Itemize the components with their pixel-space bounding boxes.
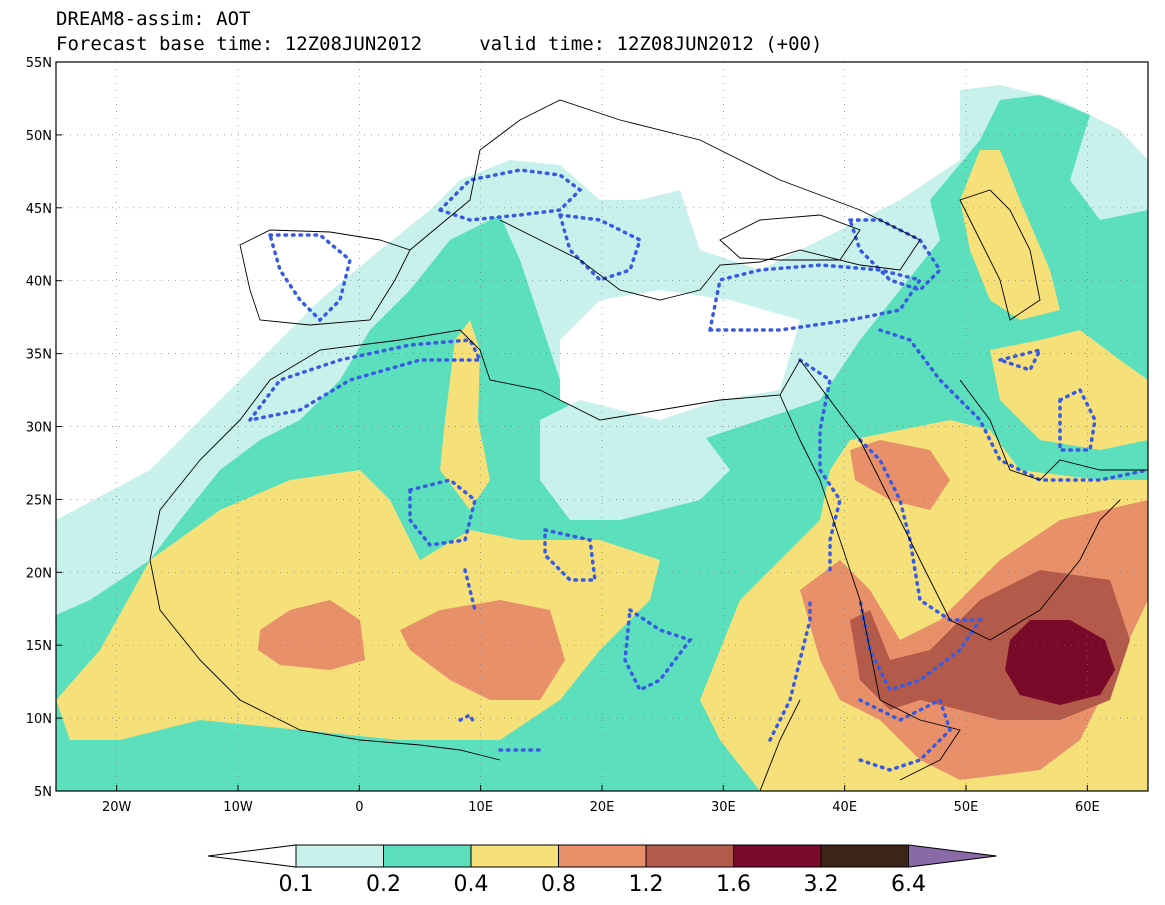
- colorbar-level-label: 0.1: [279, 872, 314, 897]
- coastline-black-sea: [719, 214, 861, 261]
- coastline-iberia: [239, 229, 411, 326]
- coastline-arabia: [799, 359, 1121, 641]
- lat-tick-label: 45N: [26, 202, 52, 217]
- latitude-labels: 55N 50N 45N 40N 35N 30N 25N 20N 15N 10N 5N: [26, 56, 62, 800]
- colorbar-level-label: 0.4: [454, 872, 489, 897]
- colorbar-underflow-triangle: [207, 844, 297, 868]
- colorbar-segment: [383, 844, 472, 868]
- aot-band-0-8-west-b: [400, 600, 565, 700]
- longitude-labels: 20W 10W 0 10E 20E 30E 40E 50E 60E: [102, 785, 1100, 815]
- aot-pocket-sahara: [540, 400, 730, 520]
- map-title: DREAM8-assim: AOT: [56, 8, 251, 30]
- colorbar-level-label: 0.2: [366, 872, 401, 897]
- aot-band-0-4-iran: [990, 330, 1148, 450]
- dotted-contour-iberia: [267, 233, 352, 323]
- dotted-contour-red-sea: [798, 358, 842, 572]
- dotted-contour-sahara: [408, 478, 477, 547]
- aot-band-0-8-arabia-n: [850, 440, 950, 510]
- aot-band-0-8-west-a: [258, 600, 365, 670]
- colorbar-segment: [470, 844, 559, 868]
- colorbar: 0.1 0.2 0.4 0.8 1.2 1.6 3.2 6.4: [207, 844, 997, 897]
- colorbar-level-label: 6.4: [891, 872, 926, 897]
- colorbar-segment: [295, 844, 384, 868]
- coastline-horn-of-africa: [879, 699, 961, 781]
- colorbar-level-label: 0.8: [541, 872, 576, 897]
- dotted-contour-horn: [858, 697, 953, 772]
- aot-band-0-4-caspian: [960, 150, 1060, 320]
- dotted-contour-maghreb: [245, 338, 483, 423]
- lon-tick-label: 0: [355, 800, 363, 815]
- lat-tick-label: 10N: [26, 712, 52, 727]
- lat-tick-label: 35N: [26, 348, 52, 363]
- dotted-contour-middle-east: [878, 328, 1150, 482]
- colorbar-segment: [820, 844, 909, 868]
- coastline-west-africa: [149, 419, 501, 761]
- lat-tick-label: 20N: [26, 566, 52, 581]
- coastline-north-africa: [239, 329, 801, 421]
- graticule: [56, 62, 1148, 791]
- coastlines: [149, 99, 1148, 792]
- dotted-contour-gulf: [993, 347, 1044, 373]
- lon-tick-label: 10E: [468, 800, 493, 815]
- lat-tick-label: 15N: [26, 639, 52, 654]
- aot-band-0-4-tunisia: [440, 320, 490, 510]
- coastline-europe: [409, 99, 921, 301]
- dotted-contour-sudan: [623, 606, 693, 693]
- lat-tick-label: 40N: [26, 275, 52, 290]
- colorbar-segment: [558, 844, 647, 868]
- colorbar-level-label: 3.2: [804, 872, 839, 897]
- lon-tick-label: 50E: [954, 800, 979, 815]
- dotted-contour-balkans: [557, 212, 643, 283]
- colorbar-level-label: 1.6: [716, 872, 751, 897]
- lon-tick-label: 40E: [832, 800, 857, 815]
- dotted-contour-turkey: [707, 263, 923, 332]
- lon-tick-label: 20E: [590, 800, 615, 815]
- lat-tick-label: 30N: [26, 421, 52, 436]
- coastline-persian-gulf: [959, 379, 1148, 481]
- lon-tick-label: 60E: [1075, 800, 1100, 815]
- coastline-caspian: [959, 189, 1041, 321]
- lon-tick-label: 20W: [102, 800, 132, 815]
- lat-tick-label: 25N: [26, 493, 52, 508]
- forecast-time-subtitle: Forecast base time: 12Z08JUN2012 valid t…: [56, 33, 823, 55]
- dotted-contour-alps: [436, 168, 583, 222]
- dotted-contour-chad: [543, 527, 597, 582]
- colorbar-overflow-triangle: [908, 844, 997, 868]
- dotted-contour-tunisia: [463, 568, 477, 612]
- coastline-east-africa: [759, 699, 801, 792]
- aot-low-eastern-med: [560, 290, 800, 420]
- colorbar-level-label: 1.2: [629, 872, 664, 897]
- colorbar-segment: [733, 844, 822, 868]
- aot-band-1-6: [1005, 620, 1115, 705]
- dotted-contour-nile: [768, 598, 812, 742]
- coastline-red-sea-west: [779, 394, 881, 701]
- lat-tick-label: 5N: [34, 785, 52, 800]
- lat-tick-label: 50N: [26, 129, 52, 144]
- dotted-contour-ethiopia: [858, 438, 984, 693]
- lon-tick-label: 10W: [223, 800, 253, 815]
- colorbar-segment: [645, 844, 734, 868]
- lon-tick-label: 30E: [711, 800, 736, 815]
- lat-tick-label: 55N: [26, 56, 52, 71]
